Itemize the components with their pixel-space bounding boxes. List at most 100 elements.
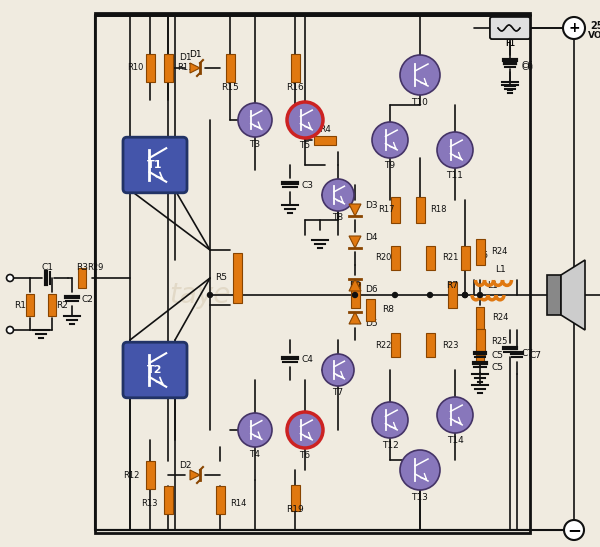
Bar (476, 329, 485, 355)
Text: C4: C4 (302, 356, 314, 364)
Circle shape (563, 17, 585, 39)
Text: T11: T11 (446, 171, 463, 180)
FancyBboxPatch shape (123, 342, 187, 398)
Ellipse shape (372, 402, 408, 438)
Bar (448, 282, 457, 308)
Text: C7: C7 (522, 348, 534, 358)
Text: R12: R12 (124, 470, 140, 480)
Circle shape (7, 327, 14, 334)
Text: +: + (568, 21, 580, 35)
Circle shape (478, 293, 482, 298)
Text: T6: T6 (299, 451, 311, 459)
Text: R18: R18 (430, 206, 446, 214)
Text: C3: C3 (302, 181, 314, 189)
Text: T7: T7 (332, 388, 344, 398)
Ellipse shape (287, 412, 323, 448)
Ellipse shape (400, 450, 440, 490)
Text: C1: C1 (42, 264, 54, 272)
Polygon shape (190, 63, 200, 73)
Ellipse shape (437, 132, 473, 168)
Text: R15: R15 (221, 84, 239, 92)
Text: −: − (567, 521, 581, 539)
Bar (365, 299, 374, 321)
Bar (391, 246, 400, 270)
Text: R11: R11 (177, 63, 193, 73)
Bar (391, 333, 400, 357)
Bar (26, 294, 34, 316)
Text: VOLTS: VOLTS (588, 32, 600, 40)
Circle shape (208, 293, 212, 298)
Polygon shape (349, 204, 361, 216)
Text: R9: R9 (349, 281, 361, 289)
Bar (233, 253, 241, 303)
Text: D6: D6 (365, 286, 377, 294)
Text: L1: L1 (494, 265, 505, 275)
Text: R24: R24 (492, 313, 508, 323)
Text: R20: R20 (375, 253, 391, 263)
Text: D3: D3 (365, 201, 377, 210)
Bar (476, 239, 485, 265)
Text: R19: R19 (286, 505, 304, 515)
Bar (163, 486, 173, 514)
Bar (425, 333, 434, 357)
Bar (476, 342, 484, 364)
Text: taye: taye (169, 281, 230, 309)
Text: C6: C6 (522, 61, 534, 69)
Bar (415, 197, 425, 223)
Polygon shape (190, 470, 200, 480)
Text: R24: R24 (491, 247, 508, 257)
Circle shape (353, 293, 358, 298)
Bar (461, 246, 470, 270)
Text: D1: D1 (188, 50, 202, 59)
Text: T13: T13 (412, 493, 428, 502)
Bar (95, 13, 530, 533)
Text: C6: C6 (522, 63, 534, 73)
Text: R14: R14 (230, 498, 247, 508)
Text: F1: F1 (505, 39, 515, 48)
Text: R8: R8 (382, 306, 394, 315)
Text: R6: R6 (476, 251, 488, 259)
Circle shape (463, 293, 467, 298)
Text: T2: T2 (147, 365, 163, 375)
Text: R7: R7 (446, 281, 458, 289)
Text: D1: D1 (179, 54, 191, 62)
Text: T8: T8 (332, 213, 344, 223)
Text: R13: R13 (142, 498, 158, 508)
Bar (350, 282, 359, 308)
Text: 25: 25 (590, 21, 600, 31)
Text: C7: C7 (529, 351, 541, 359)
Text: R21: R21 (442, 253, 458, 263)
Ellipse shape (287, 102, 323, 138)
Bar (314, 136, 336, 144)
Bar (476, 307, 484, 329)
Bar (215, 486, 224, 514)
Ellipse shape (322, 354, 354, 386)
Text: D2: D2 (179, 461, 191, 469)
FancyBboxPatch shape (123, 137, 187, 193)
Text: R5: R5 (215, 274, 227, 282)
Text: R23: R23 (442, 340, 458, 350)
Text: R17: R17 (378, 206, 394, 214)
Bar (290, 485, 299, 511)
Bar (146, 461, 155, 489)
Circle shape (564, 520, 584, 540)
Text: R22: R22 (375, 340, 391, 350)
Text: T3: T3 (250, 139, 260, 149)
Ellipse shape (437, 397, 473, 433)
Text: D5: D5 (365, 318, 377, 328)
Text: R4: R4 (319, 125, 331, 135)
Polygon shape (349, 279, 361, 291)
Ellipse shape (238, 103, 272, 137)
Bar (163, 54, 173, 82)
Text: T1: T1 (147, 160, 163, 170)
Text: T10: T10 (412, 98, 428, 107)
Bar (290, 54, 299, 82)
Text: T5: T5 (299, 141, 311, 150)
Text: R3: R3 (76, 264, 88, 272)
Polygon shape (349, 236, 361, 248)
Bar (226, 54, 235, 82)
Bar (78, 268, 86, 288)
Text: C2: C2 (82, 294, 94, 304)
Bar (547, 275, 561, 315)
Text: T4: T4 (250, 450, 260, 458)
